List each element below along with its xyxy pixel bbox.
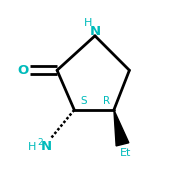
Text: O: O xyxy=(17,64,29,77)
Text: R: R xyxy=(103,96,111,106)
Text: N: N xyxy=(90,25,101,38)
Text: N: N xyxy=(41,140,52,153)
Text: Et: Et xyxy=(120,148,132,158)
Text: S: S xyxy=(81,96,87,106)
Text: H: H xyxy=(84,18,92,28)
Text: 2: 2 xyxy=(37,138,43,147)
Polygon shape xyxy=(114,110,129,146)
Text: H: H xyxy=(28,142,36,152)
